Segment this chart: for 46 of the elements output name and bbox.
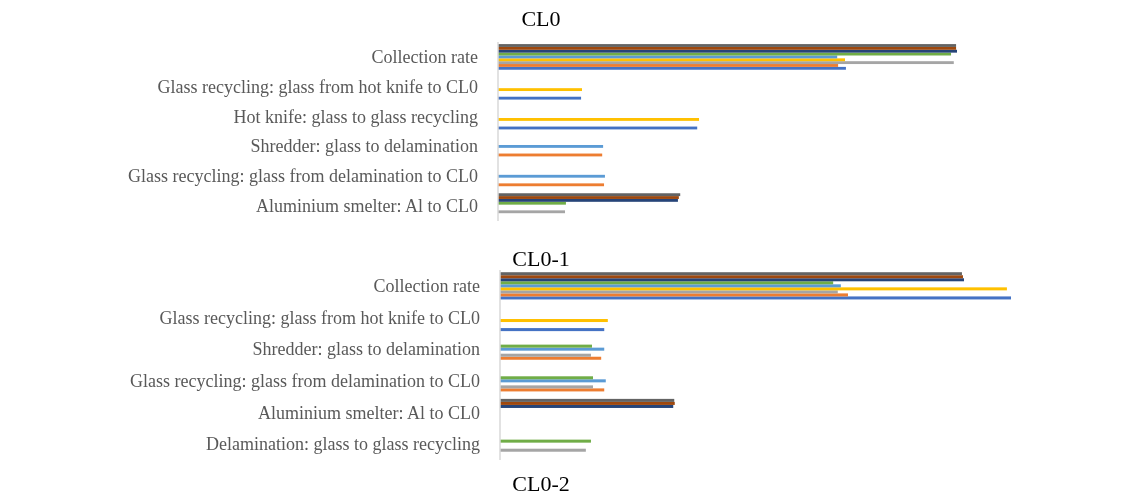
bar	[498, 55, 838, 59]
bar	[500, 296, 1011, 300]
y-tick-label: Collection rate	[373, 275, 480, 296]
bar	[498, 210, 566, 214]
bar	[500, 379, 606, 383]
bar	[498, 64, 839, 67]
bar	[498, 58, 845, 62]
y-tick-label: Glass recycling: glass from delamination to CL0	[130, 370, 480, 391]
bar	[500, 385, 593, 389]
bar	[498, 88, 582, 92]
bar	[498, 61, 954, 65]
bar	[500, 439, 591, 443]
bar	[500, 448, 586, 452]
bar	[500, 284, 841, 288]
y-tick-label: Hot knife: glass to glass recycling	[233, 106, 478, 127]
y-tick-label: Collection rate	[371, 46, 478, 67]
bar	[500, 344, 592, 348]
bar	[498, 201, 566, 205]
chart-title: CL0	[521, 6, 561, 31]
y-tick-label: Shredder: glass to delamination	[252, 339, 480, 360]
y-tick-label: Shredder: glass to delamination	[250, 136, 478, 157]
bar	[500, 328, 605, 332]
chart-title: CL0-1	[512, 246, 570, 271]
bar	[498, 174, 605, 178]
bar	[498, 66, 846, 70]
bar	[498, 96, 582, 100]
y-tick-label: Aluminium smelter: Al to CL0	[258, 402, 480, 423]
y-tick-label: Glass recycling: glass from delamination to CL0	[128, 166, 478, 187]
bar	[500, 290, 838, 294]
bar	[498, 144, 604, 148]
y-tick-label: Delamination: glass to glass recycling	[206, 434, 480, 455]
text: CL0-2	[512, 471, 570, 496]
bar	[500, 281, 834, 285]
bar	[500, 293, 848, 297]
y-tick-label: Aluminium smelter: Al to CL0	[256, 196, 478, 217]
bar	[498, 118, 700, 121]
bar	[498, 183, 605, 187]
y-tick-label: Glass recycling: glass from hot knife to CL0	[159, 307, 480, 328]
bar	[500, 347, 605, 351]
y-tick-label: Glass recycling: glass from hot knife to CL0	[157, 76, 478, 97]
bar	[500, 319, 608, 323]
bar	[500, 353, 591, 357]
bar	[500, 356, 602, 360]
bar	[500, 388, 605, 392]
bar	[500, 287, 1007, 291]
bar	[500, 376, 593, 380]
